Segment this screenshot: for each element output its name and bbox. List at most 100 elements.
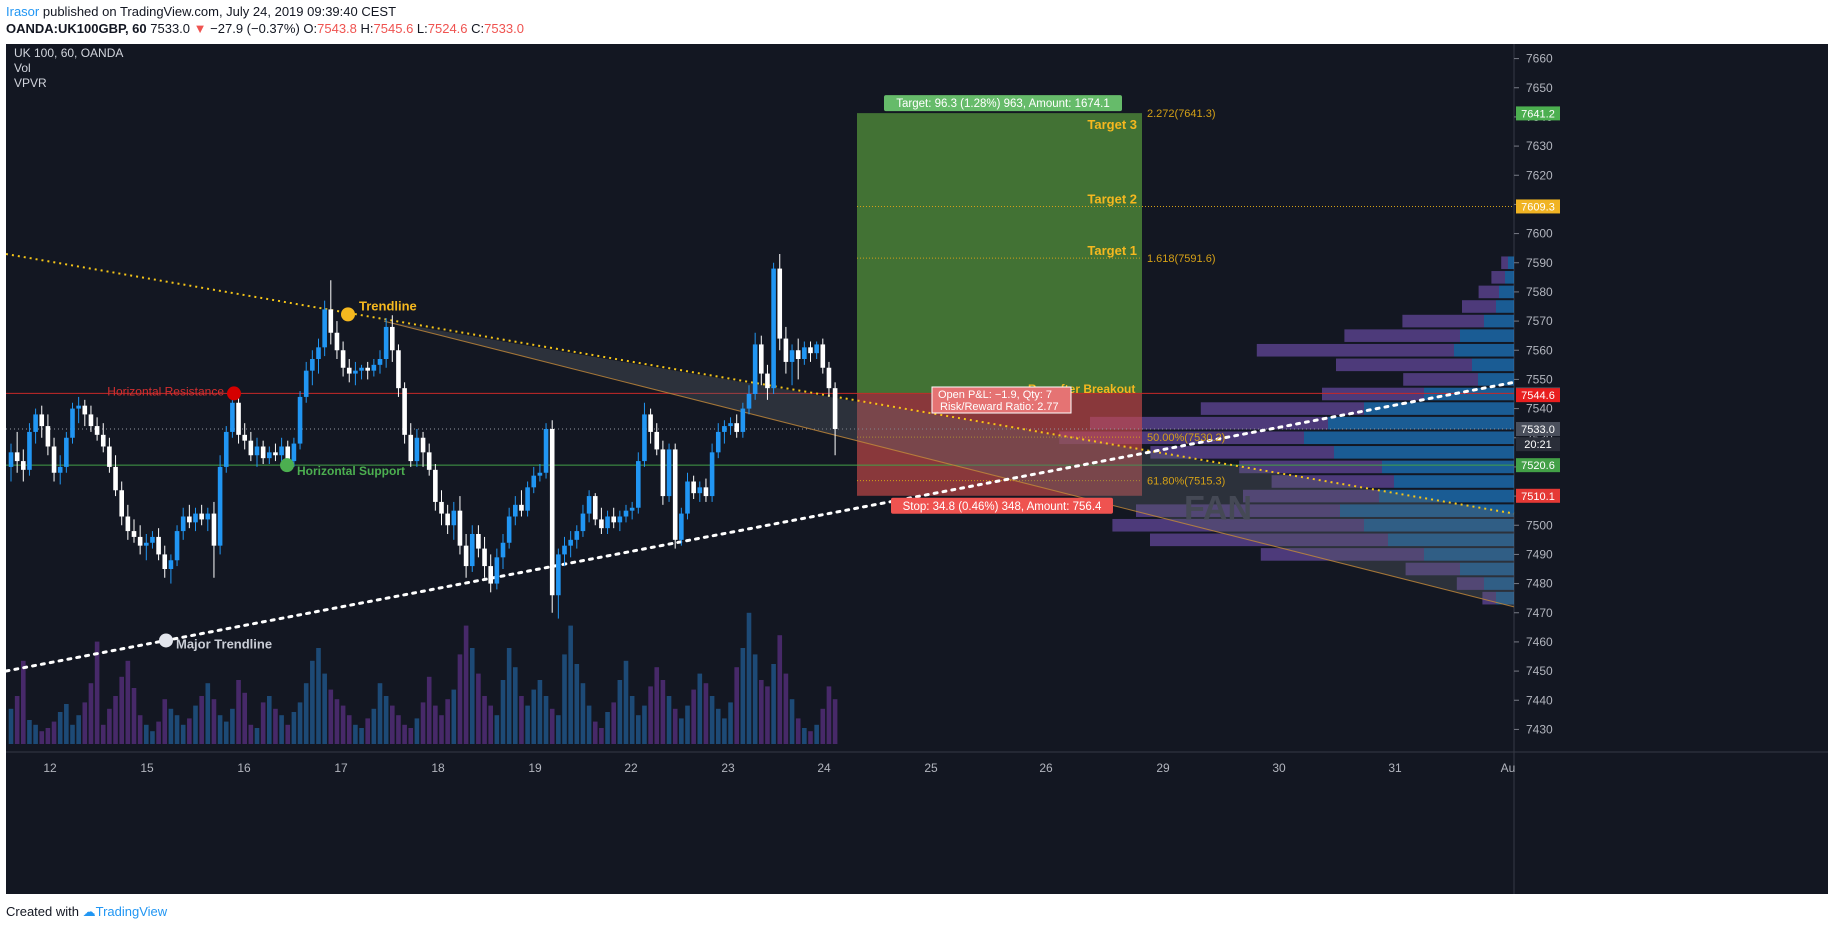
candle-body [679,513,684,540]
vpvr-down-row [1150,446,1334,459]
volume-bar [642,705,647,744]
legend-vpvr: VPVR [14,76,47,90]
candle-body [76,405,81,409]
candle-body [433,469,438,502]
candle-body [740,408,746,432]
footer-brand[interactable]: TradingView [95,904,168,919]
candle-body [451,510,457,526]
volume-bar [340,705,346,744]
fan-label: FAN [1184,489,1252,527]
candle-body [70,408,75,438]
symbol: OANDA:UK100GBP, 60 [6,21,147,36]
y-tick-label: 7570 [1526,314,1553,328]
candle-body [586,496,592,514]
volume-bar [500,680,506,744]
vpvr-down-row [1491,271,1505,284]
y-tick-label: 7450 [1526,664,1553,678]
candle-body [691,481,696,494]
volume-bar [144,724,149,744]
candle-body [340,350,346,368]
vpvr-down-row [1456,577,1484,590]
resistance-marker[interactable] [227,386,241,401]
volume-bar [685,705,690,744]
vpvr-up-row [1388,533,1514,547]
x-tick-label: Au [1501,761,1516,775]
candle-body [285,446,291,462]
target2-label: Target 2 [1087,191,1137,206]
volume-bar [617,680,623,744]
candle-body [722,426,727,432]
price-tag-label: 20:21 [1524,439,1552,451]
candle-body [426,452,432,470]
volume-bar [248,724,254,744]
price-tag [1516,488,1560,503]
volume-bar [519,696,524,744]
trendline-marker[interactable] [341,307,355,322]
candle-body [57,466,63,473]
chart-canvas[interactable]: UK 100, 60, OANDA Vol VPVR 7430 7440 7450 7… [4,44,1828,894]
volume-bar [390,705,395,744]
candle-body [820,344,826,368]
candle-body [814,344,819,354]
fib-50-label: 50.00%(7530.2) [1147,432,1225,444]
price-tag-label: 7520.6 [1521,460,1555,472]
x-tick-label: 17 [334,761,348,775]
vpvr-down-row [1256,343,1454,357]
major-trendline-marker[interactable] [159,633,173,648]
volume-bar [205,683,211,744]
x-tick-label: 24 [817,761,831,775]
candle-body [734,423,739,432]
candle-body [113,466,118,491]
candle-body [297,396,303,444]
candle-body [334,332,340,351]
volume-bar [439,715,444,744]
volume-bar [267,696,272,744]
candle-body [519,504,524,511]
volume-bar [316,648,321,744]
tradingview-logo-icon[interactable]: ☁ [82,904,96,919]
candle-body [574,531,580,540]
volume-bar [611,702,616,744]
volume-bar [543,696,549,744]
candle-body [119,490,124,517]
target3-label: Target 3 [1087,117,1137,132]
volume-bar [76,715,81,744]
candle-body [556,554,561,596]
volume-bar [14,696,20,744]
vpvr-down-row [1112,518,1364,532]
candle-body [703,487,709,497]
chart-panel[interactable]: UK 100, 60, OANDA Vol VPVR 7430 7440 7450 7… [4,44,1828,894]
pnl-line2: Risk/Reward Ratio: 2.77 [940,401,1059,413]
candle-body [599,519,604,529]
published-text: published on TradingView.com, July 24, 2… [42,4,397,19]
volume-bar [660,680,666,744]
volume-bar [820,708,826,744]
volume-bar [180,724,186,744]
author-link[interactable]: Irasor [6,4,40,19]
volume-bar [64,704,69,744]
volume-bar [322,673,327,744]
candle-body [279,446,284,456]
vpvr-up-row [1328,416,1514,430]
volume-bar [365,718,370,744]
volume-bar [814,724,819,744]
candle-body [64,437,69,467]
volume-bar [795,718,801,744]
candle-body [500,542,506,558]
candle-body [771,268,776,389]
volume-bar [549,708,555,744]
change-arrow-icon: ▼ [193,21,207,36]
candle-body [396,350,401,389]
volume-bar [734,667,739,744]
volume-bar [802,728,807,744]
support-marker[interactable] [280,458,294,473]
candle-body [371,364,377,371]
candle-body [193,513,198,523]
vpvr-down-row [1403,373,1478,386]
target1-label: Target 1 [1087,243,1137,258]
volume-bar [752,654,758,744]
vpvr-up-row [1484,314,1514,328]
candle-body [402,388,407,435]
volume-bar [162,699,168,744]
target-zone [857,113,1142,394]
